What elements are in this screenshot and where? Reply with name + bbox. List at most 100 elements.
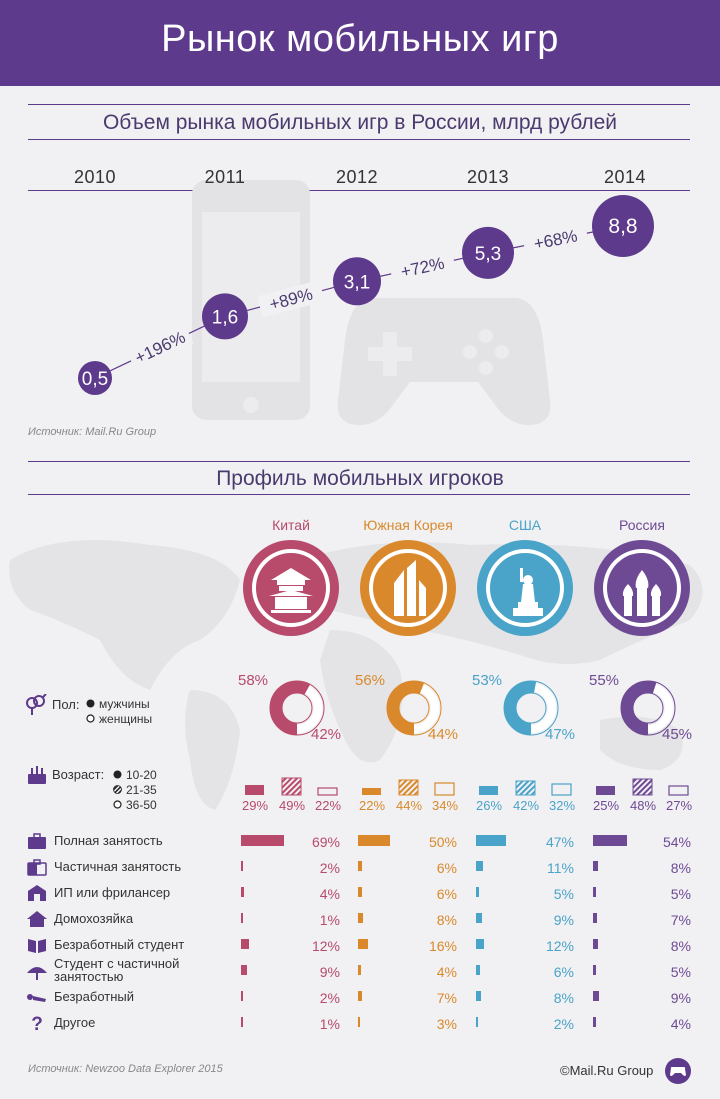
employment-bar xyxy=(593,861,598,871)
employment-percent: 7% xyxy=(670,912,691,928)
employment-percent: 12% xyxy=(545,938,574,954)
cake-icon xyxy=(28,766,46,784)
age-bar xyxy=(281,777,302,796)
gender-male: мужчины xyxy=(99,697,150,711)
employment-row-label: Студент с частичной занятостью xyxy=(54,956,180,984)
employment-percent: 12% xyxy=(311,938,340,954)
gender-donut xyxy=(269,680,325,736)
age-dot-1-icon xyxy=(113,770,122,779)
book-icon xyxy=(28,939,46,953)
employment-bar xyxy=(241,913,243,923)
employment-percent: 5% xyxy=(670,886,691,902)
age-bar xyxy=(668,785,689,796)
male-percent: 58% xyxy=(238,672,269,689)
employment-bar xyxy=(358,861,362,871)
age-bar xyxy=(317,787,338,796)
house-icon xyxy=(27,911,47,927)
year-label: 2012 xyxy=(335,167,379,187)
page-title: Рынок мобильных игр xyxy=(161,18,559,60)
briefcase-icon xyxy=(28,833,46,849)
employment-percent: 1% xyxy=(319,1016,340,1032)
value-label: 5,3 xyxy=(475,244,501,265)
copyright: ©Mail.Ru Group xyxy=(560,1063,654,1078)
age-percent: 44% xyxy=(395,798,423,813)
employment-percent: 50% xyxy=(428,834,457,850)
male-dot-icon xyxy=(86,699,95,708)
employment-percent: 6% xyxy=(553,964,574,980)
employment-bar xyxy=(358,991,362,1001)
gender-female: женщины xyxy=(99,712,153,726)
gamepad-logo-icon xyxy=(665,1058,691,1084)
employment-bar xyxy=(593,965,596,975)
market-source: Источник: Mail.Ru Group xyxy=(28,426,157,438)
gamepad-buttons xyxy=(368,329,509,376)
employment-percent: 16% xyxy=(428,938,457,954)
employment-percent: 9% xyxy=(670,990,691,1006)
profile-source: Источник: Newzoo Data Explorer 2015 xyxy=(28,1063,223,1075)
growth-label-bg xyxy=(521,222,590,257)
phone-button xyxy=(243,397,259,413)
lying-person-icon xyxy=(27,994,46,1002)
country-name: Россия xyxy=(619,517,665,533)
age-bar xyxy=(245,785,264,795)
age-percent: 49% xyxy=(278,798,306,813)
divider xyxy=(28,104,690,105)
employment-percent: 11% xyxy=(547,860,574,876)
employment-percent: 9% xyxy=(553,912,574,928)
gender-donut xyxy=(386,680,442,736)
divider xyxy=(28,139,690,140)
value-label: 3,1 xyxy=(344,272,370,293)
header-bar: Рынок мобильных игр xyxy=(0,0,720,86)
age-dot-3-icon xyxy=(113,800,122,809)
employment-percent: 5% xyxy=(553,886,574,902)
age-bar xyxy=(362,788,381,795)
age-dot-2-icon xyxy=(113,785,122,794)
market-chart: +196%+89%+72%+68%0,51,63,15,38,8 xyxy=(78,180,654,425)
growth-label: +68% xyxy=(532,226,579,253)
employment-percent: 3% xyxy=(436,1016,457,1032)
employment-bar xyxy=(241,965,247,975)
age-bar xyxy=(632,778,653,796)
value-bubble xyxy=(592,195,654,257)
employment-percent: 69% xyxy=(311,834,340,850)
value-label: 0,5 xyxy=(82,369,108,390)
skyscraper-icon xyxy=(360,540,456,636)
gender-icon xyxy=(26,694,47,715)
employment-bar xyxy=(476,1017,478,1027)
age-bar xyxy=(434,782,455,796)
age-percent: 48% xyxy=(629,798,657,813)
employment-percent: 2% xyxy=(319,990,340,1006)
age-percent: 29% xyxy=(241,798,269,813)
employment-bar xyxy=(241,1017,243,1027)
employment-percent: 6% xyxy=(436,860,457,876)
male-percent: 56% xyxy=(355,672,386,689)
value-bubble xyxy=(78,361,112,395)
employment-percent: 47% xyxy=(545,834,574,850)
employment-bar xyxy=(476,965,480,975)
employment-row-label: ИП или фрилансер xyxy=(54,885,171,900)
employment-bar xyxy=(476,887,479,897)
gamepad-illustration xyxy=(337,298,551,425)
value-label: 1,6 xyxy=(212,307,238,328)
female-dot-icon xyxy=(86,714,95,723)
male-percent: 55% xyxy=(589,672,620,689)
employment-bar xyxy=(241,835,284,846)
age-bar xyxy=(515,780,536,796)
age-percent: 27% xyxy=(665,798,693,813)
divider xyxy=(28,461,690,462)
employment-bar xyxy=(593,887,596,897)
employment-percent: 7% xyxy=(436,990,457,1006)
country-name: Южная Корея xyxy=(363,517,453,533)
age-2: 21-35 xyxy=(126,783,157,797)
employment-percent: 4% xyxy=(436,964,457,980)
liberty-statue-icon xyxy=(477,540,573,636)
employment-bar xyxy=(358,887,362,897)
employment-bar xyxy=(476,939,484,949)
employment-percent: 8% xyxy=(670,938,691,954)
employment-percent: 2% xyxy=(319,860,340,876)
half-briefcase-icon xyxy=(27,859,47,876)
employment-bar xyxy=(358,965,361,975)
employment-percent: 54% xyxy=(662,834,691,850)
employment-bar xyxy=(593,913,597,923)
question-icon: ? xyxy=(31,1014,43,1033)
